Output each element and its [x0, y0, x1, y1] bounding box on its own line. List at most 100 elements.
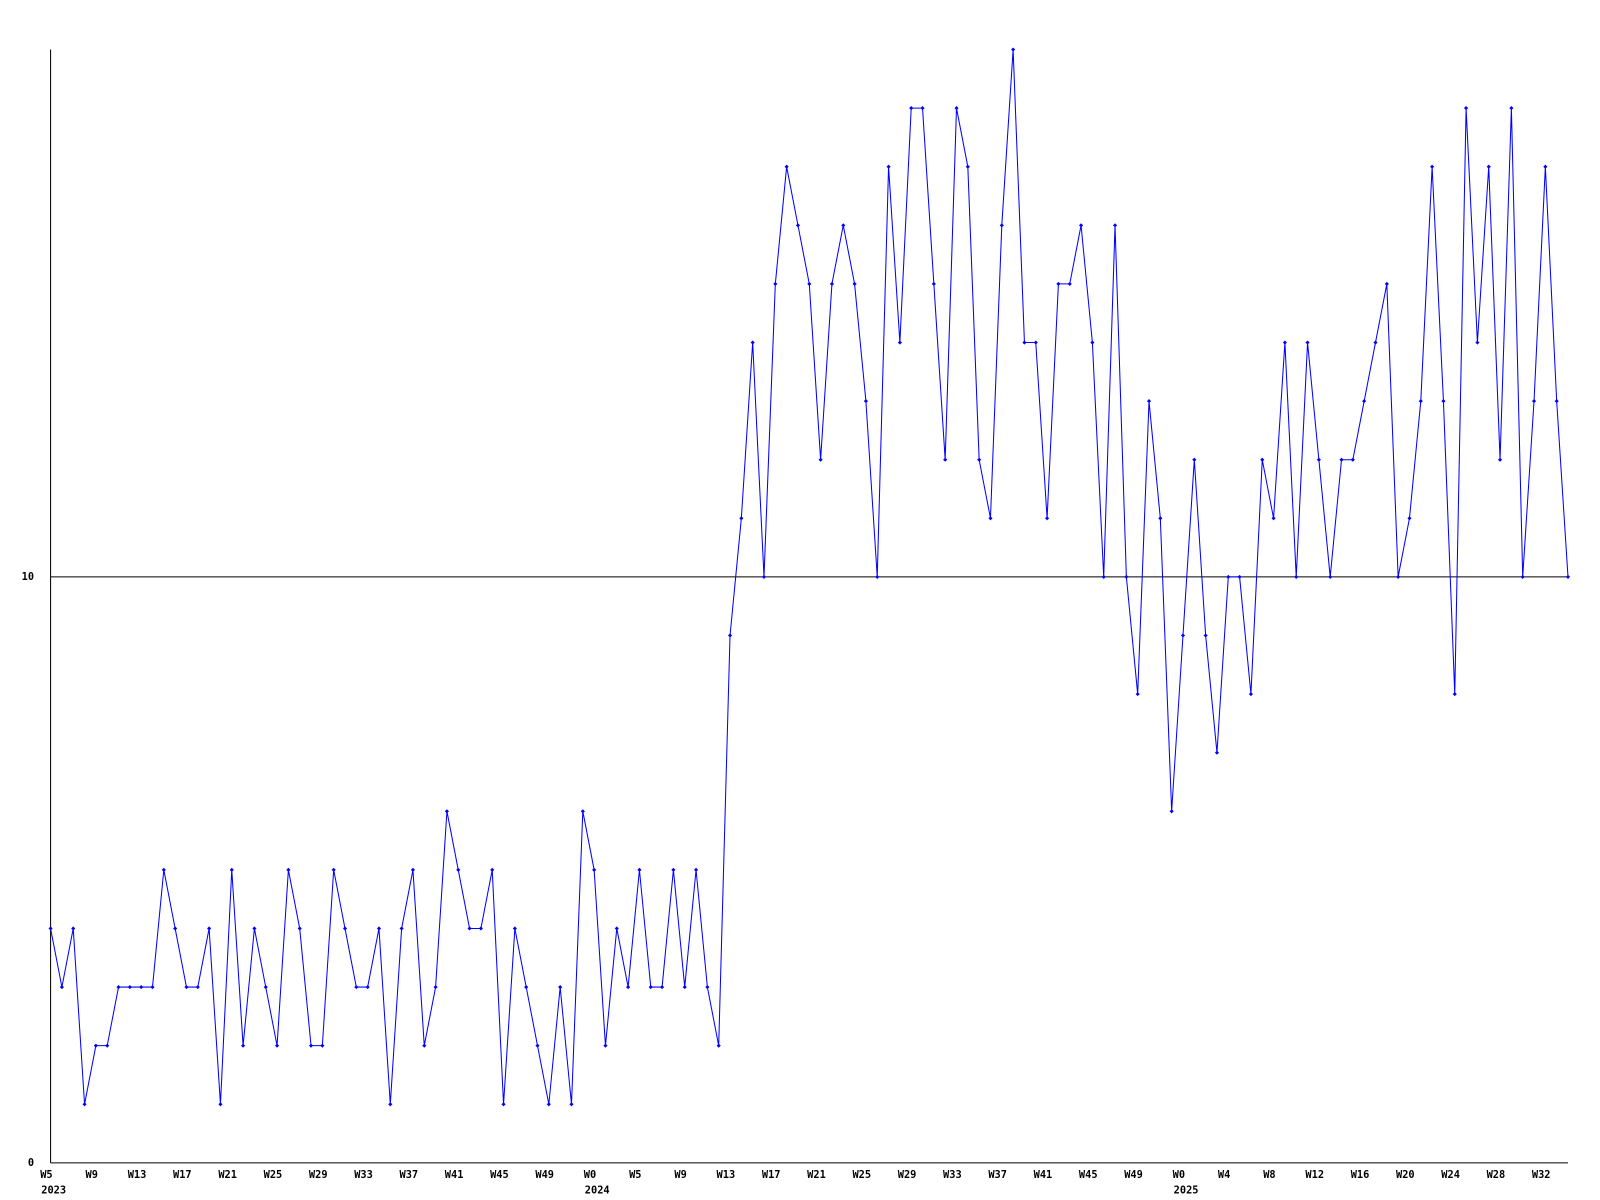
- x-tick-label: W24: [1441, 1169, 1460, 1181]
- x-tick-label: W29: [309, 1169, 328, 1181]
- data-point: [1543, 164, 1548, 169]
- x-tick-label: W41: [1034, 1169, 1053, 1181]
- data-point: [207, 926, 212, 931]
- data-point: [807, 281, 812, 286]
- data-point: [263, 985, 268, 990]
- data-point: [875, 574, 880, 579]
- data-point: [456, 867, 461, 872]
- data-point: [1226, 574, 1231, 579]
- x-tick-label: W33: [354, 1169, 373, 1181]
- data-point: [1452, 692, 1457, 697]
- x-tick-label: W0: [584, 1169, 596, 1181]
- data-point: [1554, 399, 1559, 404]
- data-point: [376, 926, 382, 931]
- data-point: [1362, 399, 1367, 404]
- x-tick-label: W12: [1305, 1169, 1324, 1181]
- data-point: [682, 985, 687, 990]
- x-tick-label: W25: [852, 1169, 871, 1181]
- x-tick-label: W5: [629, 1169, 641, 1181]
- data-point: [342, 926, 348, 931]
- data-point: [818, 457, 823, 462]
- data-point: [286, 867, 291, 872]
- data-point: [274, 1043, 280, 1048]
- data-point: [931, 281, 936, 286]
- data-point: [546, 1102, 551, 1107]
- data-point: [127, 985, 132, 990]
- x-tick-label: W16: [1351, 1169, 1370, 1181]
- data-point: [1135, 692, 1140, 697]
- data-point: [1339, 457, 1344, 462]
- x-tick-label: W32: [1532, 1169, 1551, 1181]
- data-point: [637, 867, 642, 872]
- data-point: [1509, 106, 1514, 111]
- data-point: [1112, 223, 1118, 228]
- data-point: [727, 633, 733, 638]
- data-point: [444, 809, 449, 814]
- data-point: [252, 926, 257, 931]
- data-point: [795, 223, 801, 228]
- data-point: [229, 867, 234, 872]
- data-point: [1565, 574, 1571, 579]
- data-point: [139, 985, 144, 990]
- data-point: [1350, 457, 1355, 462]
- data-point: [773, 281, 778, 286]
- data-point: [988, 516, 993, 521]
- data-point: [1022, 340, 1027, 345]
- x-year-label: 2024: [585, 1185, 610, 1197]
- x-tick-label: W0: [1173, 1169, 1185, 1181]
- data-point: [943, 457, 948, 462]
- data-point: [977, 457, 982, 462]
- data-point: [671, 867, 676, 872]
- data-point: [512, 926, 517, 931]
- data-point: [1475, 340, 1480, 345]
- data-point: [1260, 457, 1265, 462]
- x-year-label: 2023: [41, 1185, 66, 1197]
- x-tick-label: W4: [1218, 1169, 1230, 1181]
- data-point: [1237, 574, 1242, 579]
- data-point: [1520, 574, 1525, 579]
- data-point: [1497, 457, 1503, 462]
- data-point: [354, 985, 359, 990]
- data-point: [1305, 340, 1310, 345]
- data-point: [999, 223, 1004, 228]
- data-point: [1214, 750, 1220, 755]
- data-point: [784, 164, 789, 169]
- data-point: [1271, 516, 1276, 521]
- data-point: [116, 985, 121, 990]
- data-point: [308, 1043, 314, 1048]
- x-tick-label: W9: [86, 1169, 98, 1181]
- data-point: [1146, 399, 1152, 404]
- data-point: [1384, 281, 1389, 286]
- data-point: [1056, 281, 1061, 286]
- data-point: [105, 1043, 110, 1048]
- data-point: [1531, 399, 1537, 404]
- data-point: [1486, 164, 1491, 169]
- data-point: [909, 106, 914, 111]
- x-year-label: 2025: [1174, 1185, 1199, 1197]
- x-tick-label: W13: [128, 1169, 147, 1181]
- x-tick-label: W33: [943, 1169, 962, 1181]
- x-tick-label: W49: [535, 1169, 554, 1181]
- data-point: [478, 926, 483, 931]
- data-point: [365, 985, 370, 990]
- data-point: [558, 985, 563, 990]
- data-point: [150, 985, 155, 990]
- data-point: [331, 867, 336, 872]
- data-point: [1430, 164, 1435, 169]
- data-point: [195, 985, 200, 990]
- data-point: [920, 106, 925, 111]
- data-point: [750, 340, 755, 345]
- data-point: [626, 985, 631, 990]
- data-point: [648, 985, 653, 990]
- data-point: [660, 985, 665, 990]
- data-point: [580, 809, 585, 814]
- data-point: [1045, 516, 1050, 521]
- x-tick-label: W17: [762, 1169, 781, 1181]
- data-point: [535, 1043, 540, 1048]
- data-point: [48, 926, 53, 931]
- x-tick-label: W28: [1487, 1169, 1506, 1181]
- data-point: [1396, 574, 1401, 579]
- data-point: [1328, 574, 1333, 579]
- data-point: [1033, 340, 1038, 345]
